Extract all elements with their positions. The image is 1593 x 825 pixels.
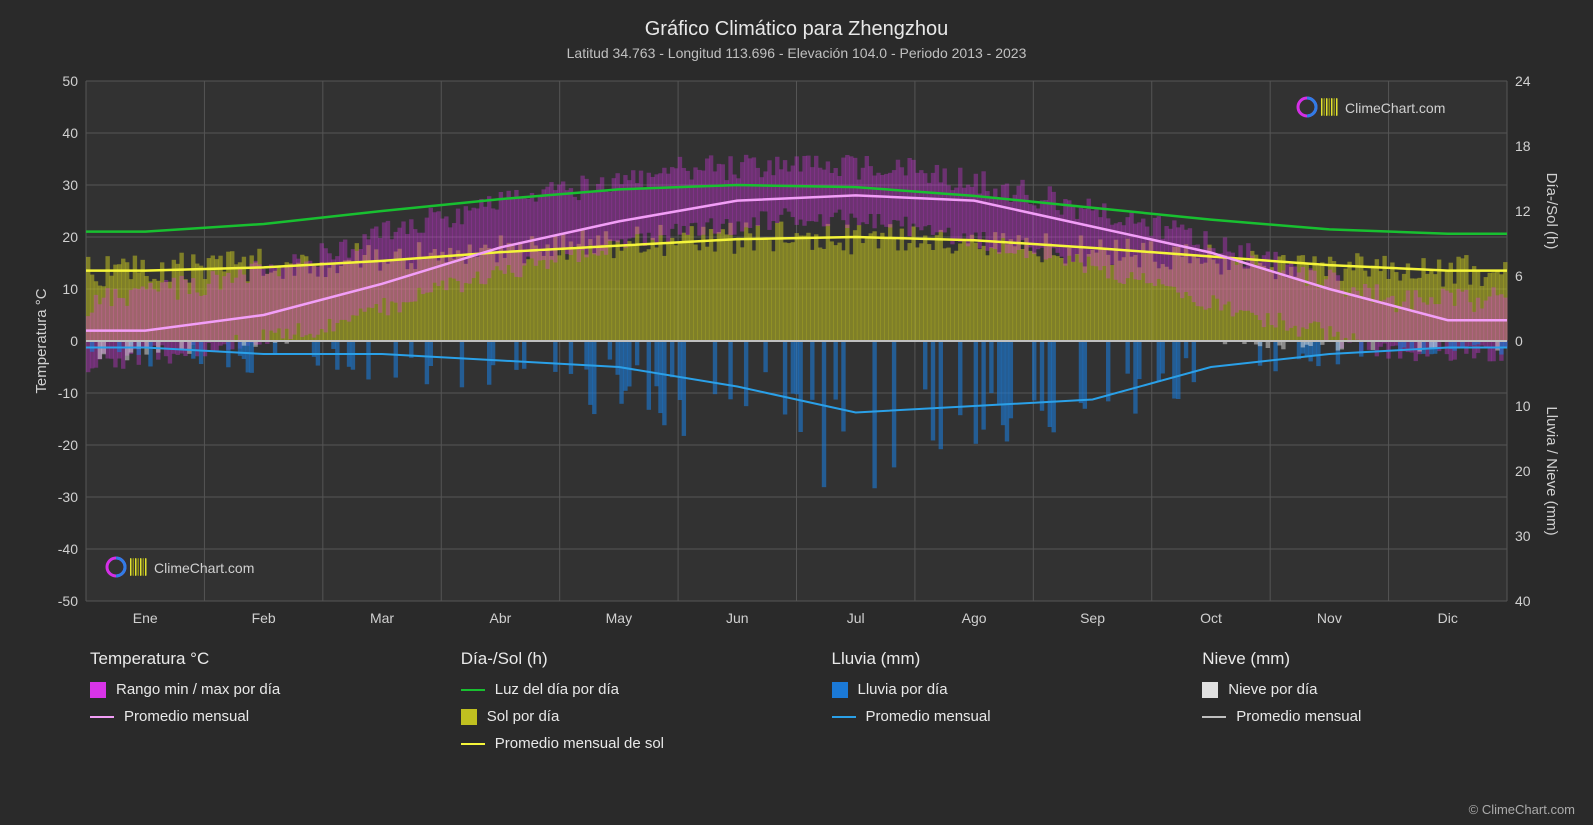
legend-group: Nieve (mm) Nieve por día Promedio mensual	[1202, 649, 1513, 762]
legend-header: Nieve (mm)	[1202, 649, 1513, 669]
legend-label: Sol por día	[487, 708, 560, 725]
legend-swatch	[90, 682, 106, 698]
brand-text: ClimeChart.com	[1345, 100, 1445, 116]
legend-group: Día-/Sol (h) Luz del día por día Sol por d…	[461, 649, 772, 762]
legend: Temperatura °C Rango min / max por día Pro…	[30, 631, 1563, 762]
legend-header: Lluvia (mm)	[832, 649, 1143, 669]
month-label: Sep	[1080, 610, 1105, 626]
ytick-right-mm: 20	[1515, 463, 1531, 479]
ytick-right-hours: 6	[1515, 268, 1523, 284]
legend-swatch	[1202, 716, 1226, 718]
legend-swatch	[1202, 682, 1218, 698]
legend-item: Promedio mensual	[832, 708, 1143, 725]
copyright-text: © ClimeChart.com	[1469, 802, 1575, 817]
plot-svg: 50 40 30 20 10 0 -10 -20 -30 -40 -50 24 18 12 6 0 10 20 30…	[30, 71, 1563, 631]
ytick-left: 20	[62, 229, 78, 245]
legend-item: Rango min / max por día	[90, 681, 401, 698]
legend-label: Rango min / max por día	[116, 681, 280, 698]
right-axis-title-hours: Día-/Sol (h)	[1543, 173, 1560, 250]
month-label: Nov	[1317, 610, 1342, 626]
ytick-left: -30	[58, 489, 78, 505]
legend-item: Nieve por día	[1202, 681, 1513, 698]
legend-label: Promedio mensual	[866, 708, 991, 725]
month-label: Jun	[726, 610, 749, 626]
legend-group: Lluvia (mm) Lluvia por día Promedio mensua…	[832, 649, 1143, 762]
ytick-left: -50	[58, 593, 78, 609]
month-label: Feb	[252, 610, 276, 626]
legend-group: Temperatura °C Rango min / max por día Pro…	[90, 649, 401, 762]
legend-swatch	[461, 709, 477, 725]
ytick-left: -20	[58, 437, 78, 453]
ytick-left: 0	[70, 333, 78, 349]
chart-title: Gráfico Climático para Zhengzhou	[30, 18, 1563, 41]
legend-item: Promedio mensual	[90, 708, 401, 725]
month-label: Ene	[133, 610, 158, 626]
legend-swatch	[832, 682, 848, 698]
brand-text: ClimeChart.com	[154, 560, 254, 576]
ytick-right-hours: 0	[1515, 333, 1523, 349]
legend-header: Día-/Sol (h)	[461, 649, 772, 669]
plot-wrapper: 50 40 30 20 10 0 -10 -20 -30 -40 -50 24 18 12 6 0 10 20 30…	[30, 71, 1563, 631]
month-label: Oct	[1200, 610, 1222, 626]
chart-subtitle: Latitud 34.763 - Longitud 113.696 - Elev…	[30, 45, 1563, 61]
legend-item: Lluvia por día	[832, 681, 1143, 698]
right-axis-title-mm: Lluvia / Nieve (mm)	[1543, 406, 1560, 535]
ytick-right-mm: 10	[1515, 398, 1531, 414]
climate-chart: Gráfico Climático para Zhengzhou Latitud…	[0, 0, 1593, 825]
legend-item: Sol por día	[461, 708, 772, 725]
legend-header: Temperatura °C	[90, 649, 401, 669]
legend-swatch	[461, 689, 485, 691]
legend-label: Lluvia por día	[858, 681, 948, 698]
legend-swatch	[832, 716, 856, 718]
ytick-right-mm: 30	[1515, 528, 1531, 544]
month-label: Mar	[370, 610, 394, 626]
ytick-right-mm: 40	[1515, 593, 1531, 609]
legend-label: Promedio mensual de sol	[495, 735, 664, 752]
legend-label: Luz del día por día	[495, 681, 619, 698]
ytick-left: 30	[62, 177, 78, 193]
legend-label: Promedio mensual	[1236, 708, 1361, 725]
month-label: Ago	[962, 610, 987, 626]
month-label: Jul	[847, 610, 865, 626]
ytick-left: 40	[62, 125, 78, 141]
legend-label: Promedio mensual	[124, 708, 249, 725]
legend-item: Luz del día por día	[461, 681, 772, 698]
ytick-left: 10	[62, 281, 78, 297]
month-label: Dic	[1438, 610, 1458, 626]
legend-item: Promedio mensual	[1202, 708, 1513, 725]
legend-label: Nieve por día	[1228, 681, 1317, 698]
ytick-right-hours: 24	[1515, 73, 1531, 89]
legend-item: Promedio mensual de sol	[461, 735, 772, 752]
month-label: Abr	[490, 610, 512, 626]
ytick-right-hours: 18	[1515, 138, 1531, 154]
left-axis-title: Temperatura °C	[33, 288, 50, 393]
legend-swatch	[461, 743, 485, 745]
ytick-left: 50	[62, 73, 78, 89]
ytick-left: -10	[58, 385, 78, 401]
ytick-left: -40	[58, 541, 78, 557]
ytick-right-hours: 12	[1515, 203, 1531, 219]
legend-swatch	[90, 716, 114, 718]
month-label: May	[606, 610, 632, 626]
